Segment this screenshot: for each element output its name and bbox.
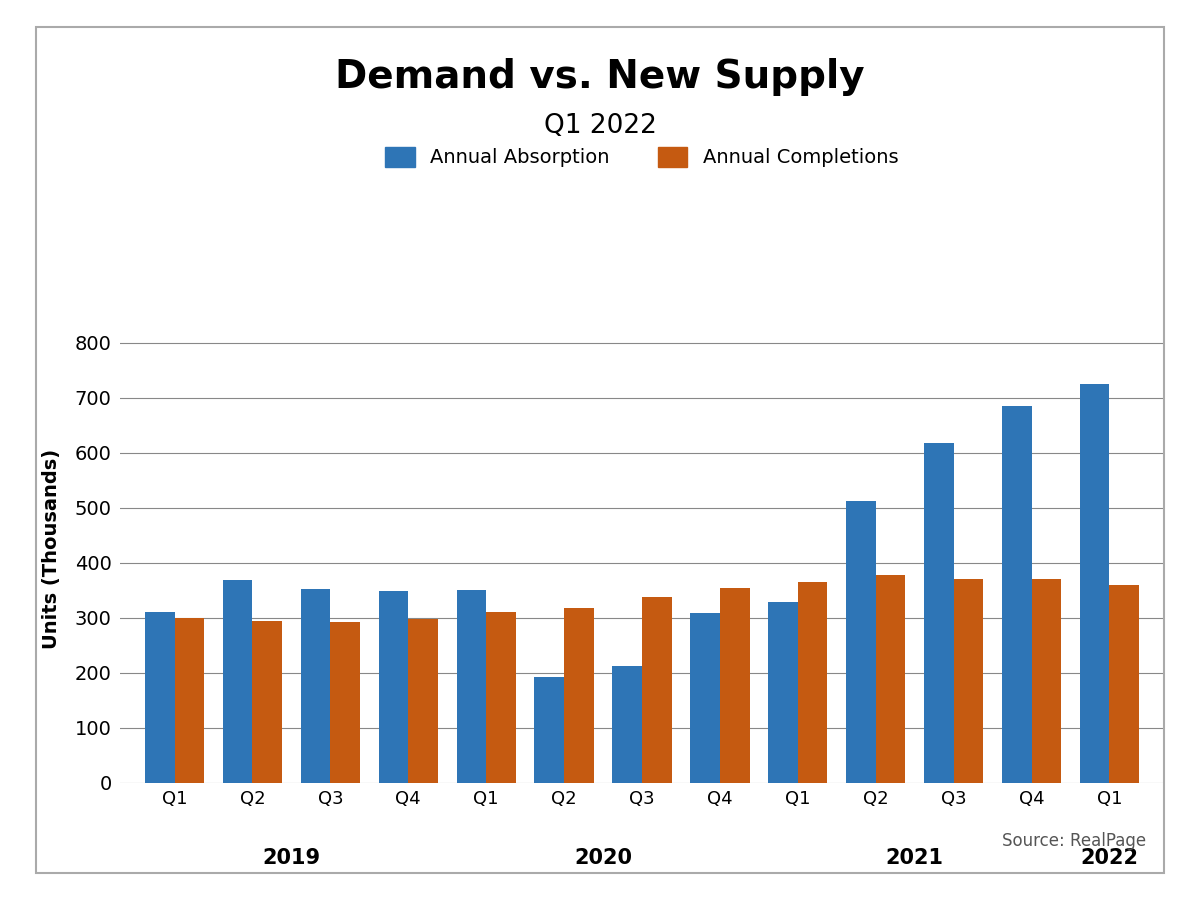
Bar [642, 598, 672, 783]
Bar [768, 602, 798, 783]
Bar [612, 666, 642, 783]
Bar [690, 614, 720, 783]
Bar [846, 500, 876, 783]
Bar [223, 580, 252, 783]
Bar [174, 617, 204, 783]
Y-axis label: Units (Thousands): Units (Thousands) [42, 449, 61, 649]
Bar [798, 582, 828, 783]
Bar [252, 621, 282, 783]
Bar [924, 443, 954, 783]
Text: 2022: 2022 [1080, 848, 1139, 868]
Bar [534, 677, 564, 783]
Bar [1002, 406, 1032, 783]
Bar [379, 591, 408, 783]
Bar [954, 580, 983, 783]
Bar [408, 619, 438, 783]
Bar [876, 575, 905, 783]
Bar [1032, 580, 1061, 783]
Text: Q1 2022: Q1 2022 [544, 112, 656, 139]
Bar [1110, 585, 1139, 783]
Text: 2021: 2021 [886, 848, 943, 868]
Bar [1080, 383, 1110, 783]
Text: Demand vs. New Supply: Demand vs. New Supply [335, 58, 865, 96]
Text: 2020: 2020 [574, 848, 632, 868]
Bar [301, 589, 330, 783]
Bar [720, 588, 750, 783]
Bar [486, 612, 516, 783]
Bar [145, 612, 174, 783]
Bar [564, 608, 594, 783]
Bar [456, 590, 486, 783]
Text: Source: RealPage: Source: RealPage [1002, 832, 1146, 850]
Text: 2019: 2019 [263, 848, 320, 868]
Bar [330, 622, 360, 783]
Legend: Annual Absorption, Annual Completions: Annual Absorption, Annual Completions [385, 147, 899, 167]
